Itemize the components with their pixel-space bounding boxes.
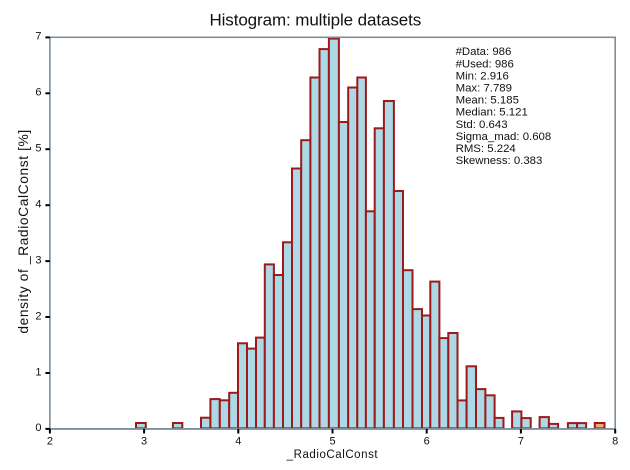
svg-text:Std: 0.643: Std: 0.643	[456, 119, 508, 131]
svg-text:density of _RadioCalConst [%]: density of _RadioCalConst [%]	[16, 129, 31, 334]
svg-text:#Used: 986: #Used: 986	[456, 58, 514, 70]
svg-text:Median: 5.121: Median: 5.121	[456, 107, 528, 119]
svg-text:#Data: 986: #Data: 986	[456, 46, 512, 58]
svg-text:8: 8	[612, 436, 618, 448]
svg-text:4: 4	[35, 199, 41, 211]
svg-text:3: 3	[35, 254, 41, 266]
svg-text:5: 5	[35, 143, 41, 155]
svg-text:3: 3	[141, 436, 147, 448]
svg-text:7: 7	[35, 31, 41, 43]
svg-text:_RadioCalConst: _RadioCalConst	[286, 449, 379, 461]
svg-text:Max: 7.789: Max: 7.789	[456, 83, 512, 95]
svg-text:Mean: 5.185: Mean: 5.185	[456, 95, 519, 107]
svg-text:2: 2	[35, 310, 41, 322]
svg-text:0: 0	[35, 422, 41, 434]
svg-text:2: 2	[47, 436, 53, 448]
svg-text:RMS: 5.224: RMS: 5.224	[456, 143, 516, 155]
svg-text:Histogram: multiple datasets: Histogram: multiple datasets	[209, 10, 421, 29]
svg-text:Min: 2.916: Min: 2.916	[456, 70, 509, 82]
svg-text:7: 7	[518, 436, 524, 448]
svg-text:5: 5	[329, 436, 335, 448]
svg-text:Skewness: 0.383: Skewness: 0.383	[456, 155, 543, 167]
svg-text:1: 1	[35, 366, 41, 378]
svg-text:6: 6	[424, 436, 430, 448]
svg-text:4: 4	[235, 436, 241, 448]
svg-text:6: 6	[35, 87, 41, 99]
svg-text:Sigma_mad: 0.608: Sigma_mad: 0.608	[456, 131, 552, 143]
